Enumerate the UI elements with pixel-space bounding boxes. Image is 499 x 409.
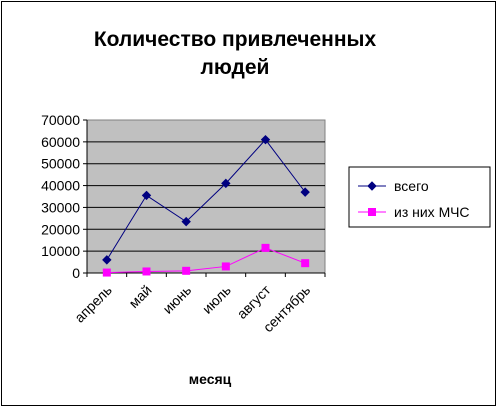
y-tick-label: 40000 (41, 178, 80, 194)
x-tick-label: июнь (159, 282, 194, 317)
legend-label: всего (394, 178, 429, 194)
y-tick-label: 0 (72, 265, 80, 281)
data-point (260, 134, 271, 145)
x-axis-label: месяц (189, 371, 232, 387)
data-point (141, 190, 152, 201)
data-point (300, 187, 310, 197)
data-point (221, 262, 230, 271)
legend-marker (368, 208, 376, 216)
y-tick-label: 20000 (41, 221, 80, 237)
legend: всего из них МЧС (348, 166, 491, 228)
y-tick-label: 60000 (41, 134, 80, 150)
series-2 (102, 243, 310, 277)
y-tick-label: 30000 (41, 199, 80, 215)
data-point (102, 268, 111, 277)
chart-title-line-1: Количество привлеченных (94, 28, 377, 51)
x-tick-label: май (125, 282, 154, 311)
axes (83, 119, 326, 277)
legend-entries: всего из них МЧС (358, 178, 470, 220)
y-tick-label: 50000 (41, 156, 80, 172)
legend-box (348, 166, 491, 228)
legend-marker (367, 181, 377, 191)
y-tick-labels: 0 10000 20000 30000 40000 50000 60000 70000 (41, 112, 80, 281)
series-line (106, 247, 306, 274)
data-point (181, 216, 191, 227)
data-point (182, 266, 191, 275)
data-point (142, 267, 151, 276)
y-tick-label: 70000 (41, 112, 80, 128)
series (102, 134, 310, 277)
x-tick-label: июль (199, 282, 234, 317)
data-point (261, 243, 270, 252)
data-point (221, 178, 231, 189)
data-point (301, 259, 310, 268)
y-tick-label: 10000 (41, 243, 80, 259)
x-tick-label: апрель (71, 282, 115, 326)
legend-label: из них МЧС (394, 204, 470, 220)
data-point (102, 255, 112, 265)
chart-title-line-2: людей (201, 56, 270, 79)
series-line (106, 138, 306, 261)
gridlines (87, 141, 325, 252)
plot-area (86, 119, 326, 274)
series-1 (102, 134, 310, 265)
